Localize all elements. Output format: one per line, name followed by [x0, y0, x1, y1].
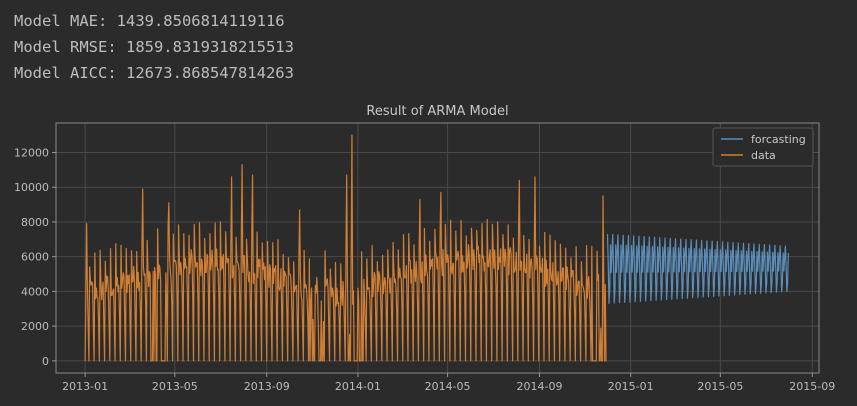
y-tick-label: 6000 — [21, 251, 49, 264]
chart-svg: Result of ARMA Model 0 2000 4000 6000 8000 100… — [14, 104, 835, 393]
legend-label-data: data — [751, 149, 776, 162]
mae-line: Model MAE: 1439.8506814119116 — [14, 12, 285, 30]
x-tick-label: 2015-01 — [608, 380, 654, 393]
y-tick-label: 0 — [42, 355, 49, 368]
x-tick-label: 2015-09 — [789, 380, 835, 393]
x-tick-label: 2013-05 — [152, 380, 198, 393]
x-tick-label: 2014-01 — [335, 380, 381, 393]
chart-title: Result of ARMA Model — [366, 104, 508, 119]
metrics-output: Model MAE: 1439.8506814119116 Model RMSE… — [14, 8, 294, 86]
x-tick-label: 2013-01 — [62, 380, 108, 393]
y-tick-label: 8000 — [21, 216, 49, 229]
legend-label-forcasting: forcasting — [751, 133, 806, 146]
legend: forcasting data — [712, 127, 814, 167]
y-tick-label: 4000 — [21, 285, 49, 298]
plot-frame — [55, 122, 820, 374]
x-tick-label: 2015-05 — [697, 380, 743, 393]
legend-box — [712, 127, 814, 167]
x-tick-label: 2014-05 — [425, 380, 471, 393]
x-tick-label: 2014-09 — [517, 380, 563, 393]
arma-chart: Result of ARMA Model 0 2000 4000 6000 8000 100… — [0, 96, 857, 406]
rmse-line: Model RMSE: 1859.8319318215513 — [14, 38, 294, 56]
data-series-line — [84, 134, 607, 362]
y-tick-label: 10000 — [14, 181, 49, 194]
aicc-line: Model AICC: 12673.868547814263 — [14, 64, 294, 82]
y-tick-label: 2000 — [21, 320, 49, 333]
x-tick-label: 2013-09 — [244, 380, 290, 393]
y-tick-label: 12000 — [14, 147, 49, 160]
forcasting-series-line — [606, 233, 789, 305]
